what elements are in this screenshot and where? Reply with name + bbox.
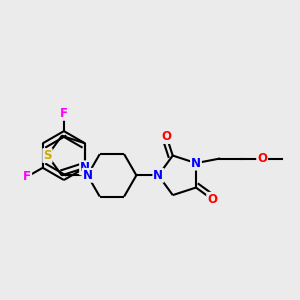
Text: F: F [60, 107, 68, 120]
Text: N: N [82, 169, 92, 182]
Text: N: N [191, 157, 201, 169]
Text: O: O [162, 130, 172, 143]
Text: S: S [43, 149, 52, 162]
Text: N: N [80, 161, 90, 174]
Text: N: N [153, 169, 164, 182]
Text: F: F [23, 170, 31, 183]
Text: O: O [207, 193, 217, 206]
Text: O: O [257, 152, 267, 165]
